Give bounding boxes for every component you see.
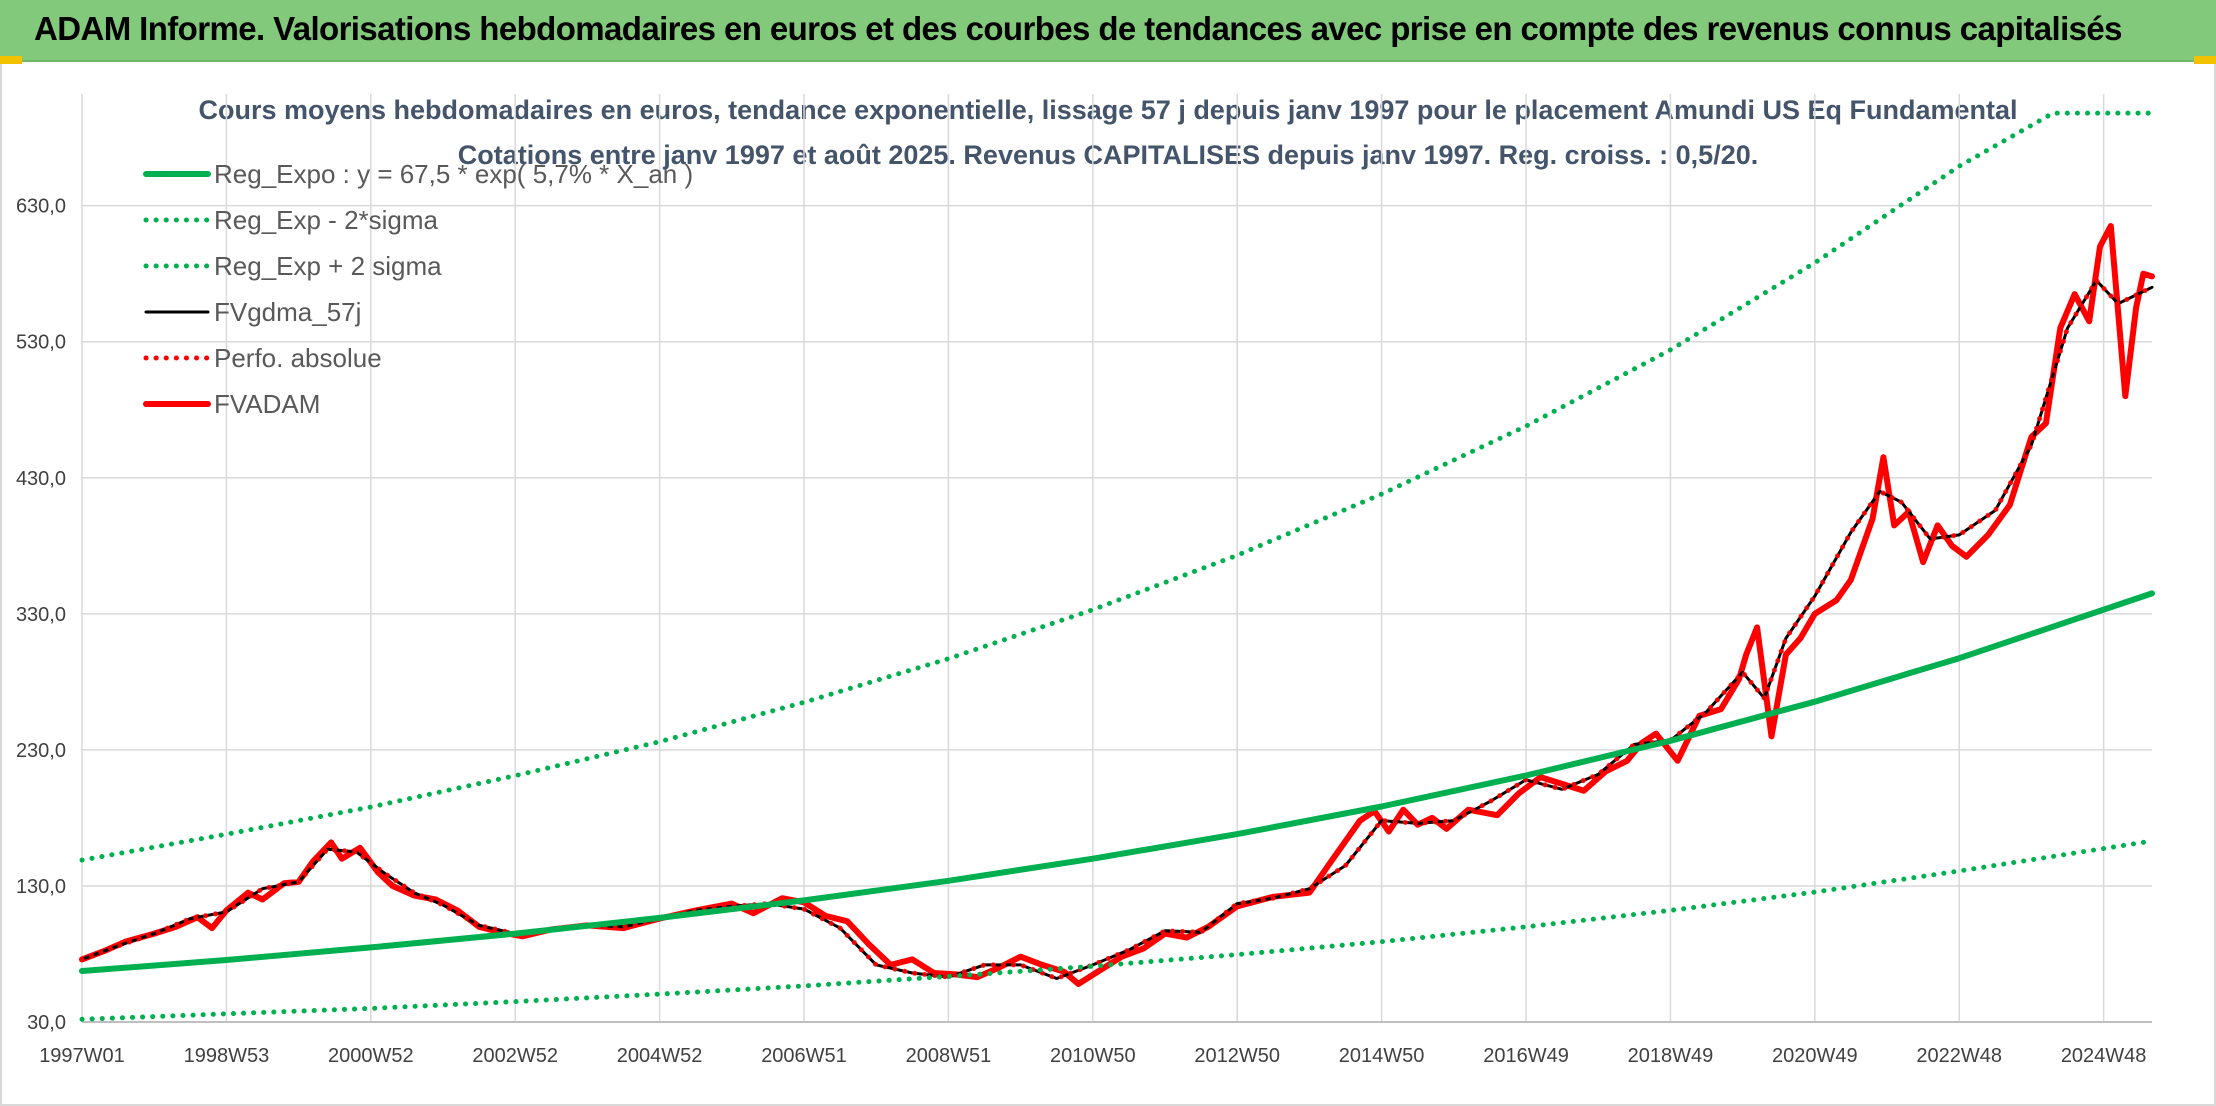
x-tick-label: 2024W48 <box>2061 1045 2147 1067</box>
gridlines <box>81 94 2152 1023</box>
header-banner: ADAM Informe. Valorisations hebdomadaire… <box>0 0 2216 62</box>
x-tick-label: 2022W48 <box>1916 1045 2002 1067</box>
x-tick-label: 2004W52 <box>617 1045 703 1067</box>
series-line-2 <box>79 110 2155 863</box>
chart-title-line1: Cours moyens hebdomadaires en euros, ten… <box>198 95 2017 125</box>
legend-label: Reg_Exp - 2*sigma <box>214 205 439 235</box>
x-tick-label: 2002W52 <box>472 1045 558 1067</box>
series-line-1 <box>79 838 2155 1022</box>
corner-accent-right <box>2194 56 2216 64</box>
x-tick-label: 2010W50 <box>1050 1045 1136 1067</box>
y-tick-label: 130,0 <box>16 876 66 898</box>
legend-label: Perfo. absolue <box>214 343 382 373</box>
y-tick-label: 30,0 <box>27 1012 66 1034</box>
legend: Reg_Expo : y = 67,5 * exp( 5,7% * X_an )… <box>143 159 693 419</box>
y-tick-label: 530,0 <box>16 332 66 354</box>
legend-label: Reg_Exp + 2 sigma <box>214 251 442 281</box>
series-line-4 <box>79 278 2155 981</box>
series-lines <box>79 110 2155 1022</box>
x-tick-label: 1998W53 <box>184 1045 270 1067</box>
x-tick-label: 1997W01 <box>39 1045 125 1067</box>
x-tick-label: 2014W50 <box>1339 1045 1425 1067</box>
x-tick-label: 2020W49 <box>1772 1045 1858 1067</box>
x-tick-label: 2000W52 <box>328 1045 414 1067</box>
y-tick-label: 430,0 <box>16 468 66 490</box>
y-tick-label: 330,0 <box>16 604 66 626</box>
legend-label: FVgdma_57j <box>214 297 361 327</box>
x-axis-ticks: 1997W01 1998W53 2000W52 2002W52 2004W52 2006W… <box>39 1045 2146 1067</box>
x-tick-label: 2012W50 <box>1194 1045 1280 1067</box>
line-chart: Cours moyens hebdomadaires en euros, ten… <box>16 94 2155 1067</box>
x-tick-label: 2016W49 <box>1483 1045 1569 1067</box>
y-tick-label: 630,0 <box>16 196 66 218</box>
series-line-5 <box>79 223 2155 987</box>
x-tick-label: 2006W51 <box>761 1045 847 1067</box>
series-line-3 <box>80 279 2154 980</box>
legend-label: FVADAM <box>214 389 320 419</box>
legend-label: Reg_Expo : y = 67,5 * exp( 5,7% * X_an ) <box>214 159 693 189</box>
x-tick-label: 2018W49 <box>1628 1045 1714 1067</box>
corner-accent-left <box>0 56 22 64</box>
x-tick-label: 2008W51 <box>906 1045 992 1067</box>
chart-title-line2: Cotations entre janv 1997 et août 2025. … <box>458 140 1758 170</box>
series-line-0 <box>79 590 2155 974</box>
y-axis-ticks: 30,0 130,0 230,0 330,0 430,0 530,0 630,0 <box>16 196 66 1034</box>
y-tick-label: 230,0 <box>16 740 66 762</box>
page-title: ADAM Informe. Valorisations hebdomadaire… <box>34 10 2123 47</box>
